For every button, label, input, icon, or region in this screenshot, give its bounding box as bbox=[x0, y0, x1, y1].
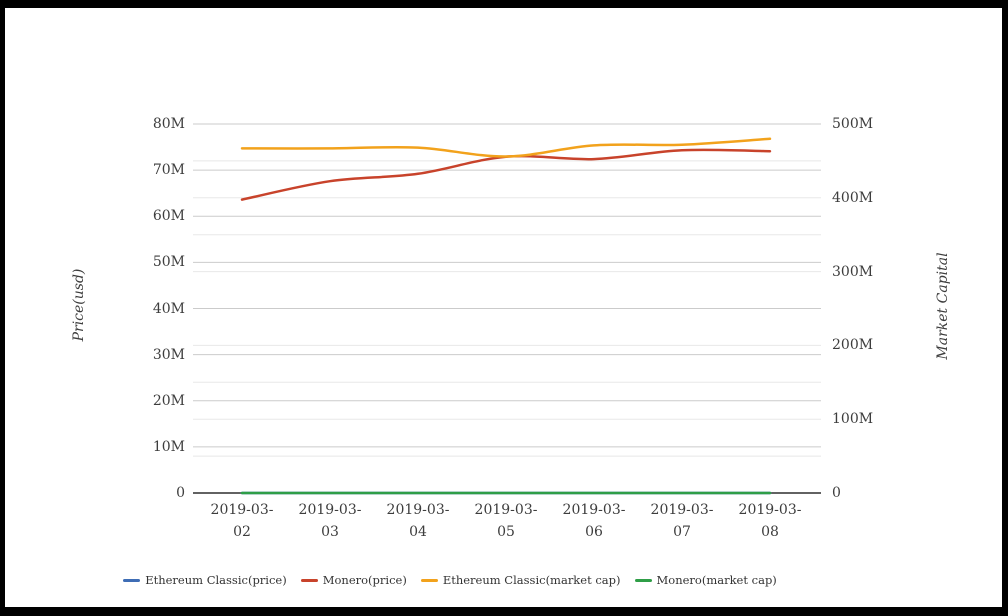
x-tick-line2: 05 bbox=[497, 524, 515, 540]
legend-label: Monero(price) bbox=[322, 573, 407, 587]
right-axis-tick: 200M bbox=[832, 337, 874, 354]
legend-item-2[interactable]: Ethereum Classic(market cap) bbox=[420, 573, 621, 587]
left-axis-tick: 30M bbox=[152, 346, 185, 363]
legend-label: Ethereum Classic(price) bbox=[145, 573, 287, 587]
x-axis-tick: 2019-03- 07 bbox=[634, 499, 730, 543]
left-axis-tick: 0 bbox=[176, 485, 185, 501]
x-axis-tick: 2019-03- 02 bbox=[194, 499, 290, 543]
x-axis-tick: 2019-03- 05 bbox=[458, 499, 554, 543]
legend-line-marker bbox=[420, 578, 438, 582]
legend-line-marker bbox=[300, 578, 318, 582]
chart-panel bbox=[5, 8, 1002, 607]
x-tick-line2: 04 bbox=[409, 524, 427, 540]
right-axis-tick: 300M bbox=[832, 263, 874, 280]
legend-label: Ethereum Classic(market cap) bbox=[442, 573, 621, 587]
x-tick-line1: 2019-03- bbox=[474, 502, 538, 518]
x-tick-line1: 2019-03- bbox=[650, 502, 714, 518]
chart-legend: Ethereum Classic(price) Monero(price) Ethe… bbox=[0, 573, 1008, 587]
x-tick-line1: 2019-03- bbox=[298, 502, 362, 518]
right-axis-title: Market Capital bbox=[935, 252, 951, 360]
x-tick-line2: 03 bbox=[321, 524, 339, 540]
x-tick-line2: 02 bbox=[233, 524, 251, 540]
left-axis-title: Price(usd) bbox=[71, 268, 87, 342]
x-tick-line1: 2019-03- bbox=[386, 502, 450, 518]
legend-item-1[interactable]: Monero(price) bbox=[300, 573, 407, 587]
x-axis-tick: 2019-03- 03 bbox=[282, 499, 378, 543]
right-axis-tick: 100M bbox=[832, 411, 874, 428]
left-axis-tick: 40M bbox=[152, 300, 185, 317]
right-axis-tick: 0 bbox=[832, 485, 841, 501]
x-axis-tick: 2019-03- 06 bbox=[546, 499, 642, 543]
x-tick-line1: 2019-03- bbox=[562, 502, 626, 518]
right-axis-tick: 500M bbox=[832, 116, 874, 132]
x-tick-line2: 08 bbox=[761, 524, 779, 540]
legend-line-marker bbox=[123, 578, 141, 582]
x-tick-line2: 07 bbox=[673, 524, 691, 540]
x-axis-tick: 2019-03- 04 bbox=[370, 499, 466, 543]
series-line-2 bbox=[240, 137, 772, 158]
legend-item-3[interactable]: Monero(market cap) bbox=[634, 573, 777, 587]
x-tick-line1: 2019-03- bbox=[210, 502, 274, 518]
legend-label: Monero(market cap) bbox=[656, 573, 777, 587]
left-axis-tick: 20M bbox=[152, 392, 185, 409]
left-axis-tick: 50M bbox=[152, 254, 185, 271]
x-tick-line1: 2019-03- bbox=[738, 502, 802, 518]
legend-line-marker bbox=[634, 578, 652, 582]
legend-item-0[interactable]: Ethereum Classic(price) bbox=[123, 573, 287, 587]
left-axis-tick: 80M bbox=[152, 116, 185, 132]
left-axis-tick: 10M bbox=[152, 438, 185, 455]
right-axis-tick: 400M bbox=[832, 189, 874, 206]
left-axis-tick: 60M bbox=[152, 208, 185, 225]
x-tick-line2: 06 bbox=[585, 524, 603, 540]
x-axis-tick: 2019-03- 08 bbox=[722, 499, 818, 543]
left-axis-tick: 70M bbox=[152, 162, 185, 179]
